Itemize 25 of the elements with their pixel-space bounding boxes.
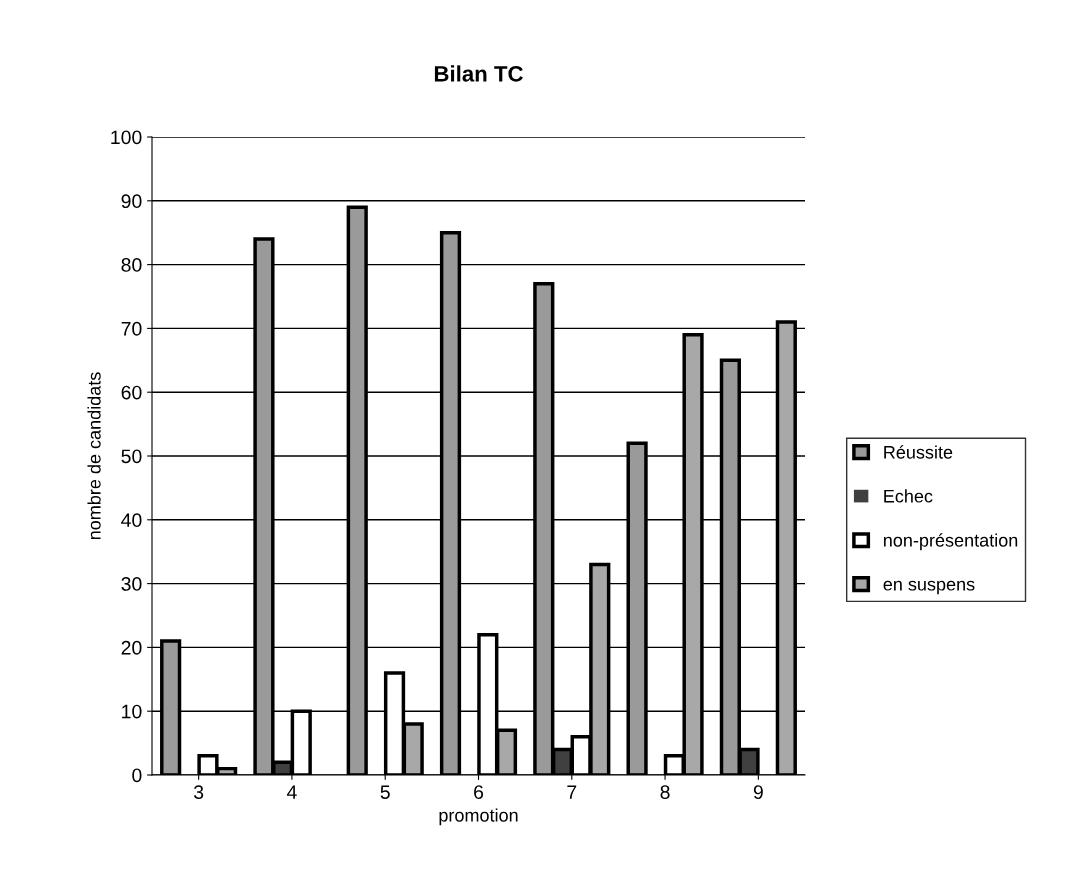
x-tick-label: 4: [286, 785, 297, 799]
legend-label: Echec: [884, 489, 933, 503]
y-tick-label: 90: [121, 194, 142, 209]
y-tick-label: 60: [121, 385, 142, 400]
legend-label: Réussite: [884, 445, 953, 459]
chart-title: Bilan TC: [434, 65, 523, 82]
y-tick-label: 80: [121, 258, 142, 272]
y-tick-label: 30: [121, 577, 142, 591]
y-tick-label: 0: [132, 768, 142, 783]
x-tick-label: 5: [380, 785, 390, 799]
legend-label: non-présentation: [883, 533, 1018, 551]
y-tick-label: 10: [122, 704, 142, 719]
x-tick-label: 6: [474, 785, 484, 799]
legend-label: en suspens: [883, 580, 975, 595]
y-tick-label: 20: [121, 640, 142, 655]
y-tick-label: 100: [111, 130, 142, 145]
y-tick-label: 70: [121, 321, 142, 336]
y-tick-label: 40: [121, 513, 142, 528]
x-tick-label: 8: [660, 785, 670, 799]
x-tick-label: 3: [193, 785, 204, 799]
y-tick-label: 50: [121, 449, 142, 464]
x-tick-label: 7: [567, 785, 577, 799]
x-axis-title: promotion: [439, 808, 518, 826]
x-tick-label: 9: [753, 785, 763, 799]
y-axis-title: nombre de candidats: [87, 372, 101, 540]
